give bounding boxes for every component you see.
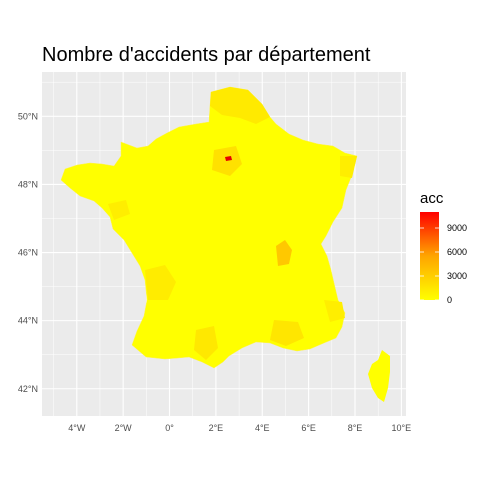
y-tick-label: 42°N	[18, 384, 38, 394]
x-axis: 4°W 2°W 0° 2°E 4°E 6°E 8°E 10°E	[68, 423, 411, 433]
legend-tick-label: 9000	[447, 223, 467, 233]
x-tick-label: 10°E	[392, 423, 412, 433]
department-gironde	[145, 265, 176, 300]
department-paris	[225, 156, 232, 161]
department-loire-atlantique	[108, 200, 130, 220]
legend-tick-label: 0	[447, 295, 452, 305]
legend-tick-label: 6000	[447, 247, 467, 257]
y-axis: 42°N 44°N 46°N 48°N 50°N	[18, 111, 38, 393]
x-tick-label: 4°E	[255, 423, 270, 433]
department-bouches-du-rhone	[270, 320, 304, 346]
x-tick-label: 2°W	[115, 423, 133, 433]
department-alpes-maritimes	[324, 300, 345, 322]
x-tick-label: 6°E	[301, 423, 316, 433]
department-paris-area	[212, 146, 242, 176]
legend-colorbar	[420, 212, 439, 300]
x-tick-label: 0°	[165, 423, 174, 433]
y-tick-label: 50°N	[18, 111, 38, 121]
department-bas-rhin	[340, 156, 357, 178]
department-rhone	[276, 240, 292, 266]
corsica	[368, 350, 390, 402]
department-haute-garonne	[194, 326, 218, 360]
x-tick-label: 4°W	[68, 423, 86, 433]
legend-tick-label: 3000	[447, 271, 467, 281]
y-tick-label: 44°N	[18, 316, 38, 326]
department-nord	[210, 87, 270, 124]
chart-title: Nombre d'accidents par département	[42, 44, 371, 66]
x-tick-label: 2°E	[209, 423, 224, 433]
legend-title: acc	[420, 190, 444, 207]
y-tick-label: 48°N	[18, 179, 38, 189]
y-tick-label: 46°N	[18, 248, 38, 258]
x-tick-label: 8°E	[348, 423, 363, 433]
legend: 9000 6000 3000 0	[420, 212, 467, 305]
